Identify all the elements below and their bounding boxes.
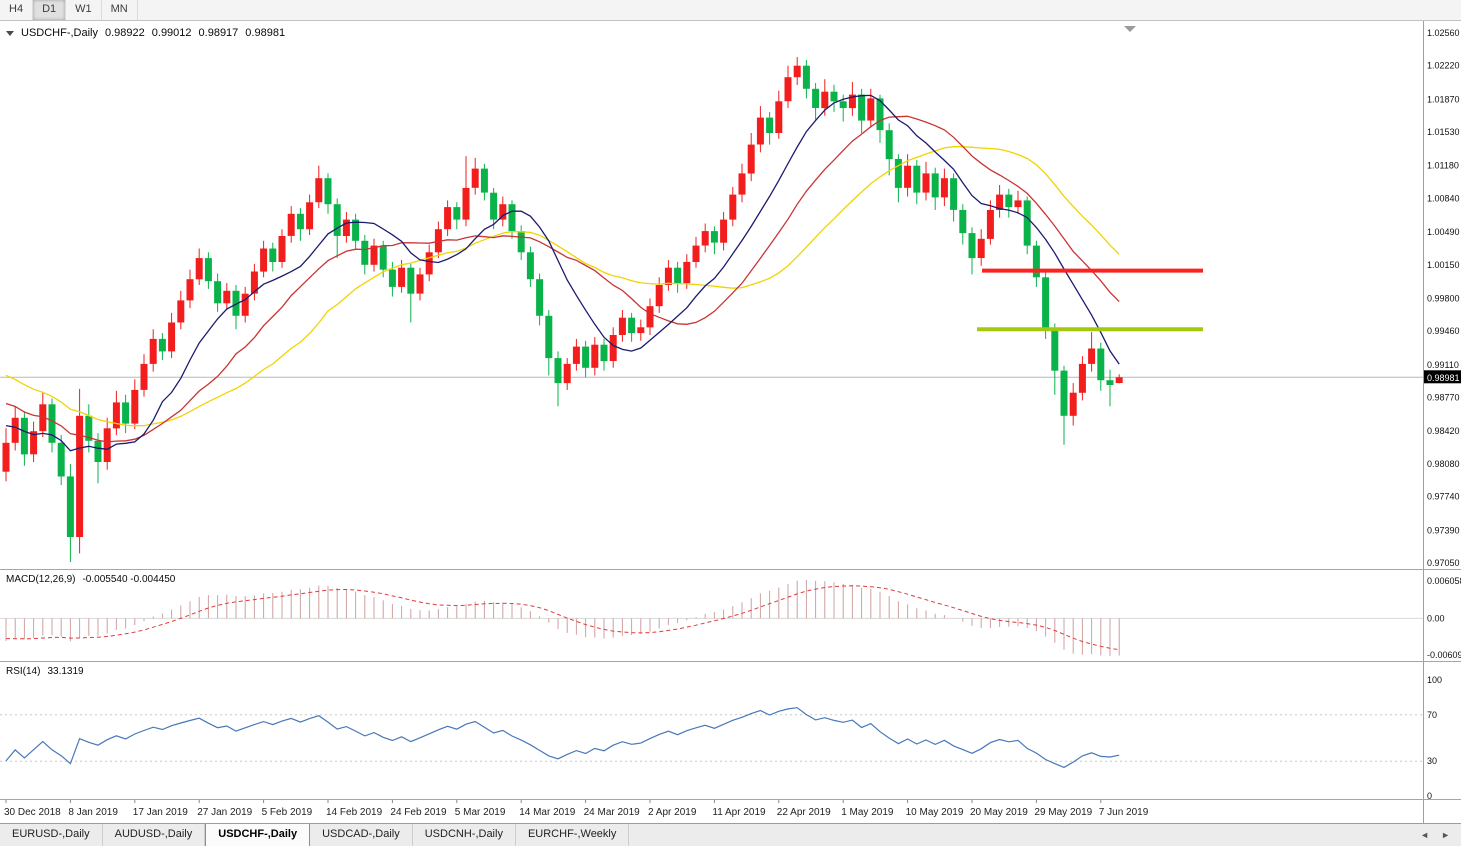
chart-tab[interactable]: EURUSD-,Daily — [0, 824, 103, 846]
svg-text:7 Jun 2019: 7 Jun 2019 — [1099, 807, 1149, 818]
ma-slow-line[interactable] — [5, 146, 1120, 427]
svg-text:1.00150: 1.00150 — [1427, 260, 1460, 270]
svg-text:30 Dec 2018: 30 Dec 2018 — [4, 807, 61, 818]
svg-text:5 Mar 2019: 5 Mar 2019 — [455, 807, 506, 818]
timeframe-toolbar: H4 D1 W1 MN — [0, 0, 1461, 21]
svg-text:1.01180: 1.01180 — [1427, 161, 1459, 171]
svg-text:1.02560: 1.02560 — [1427, 28, 1460, 38]
svg-text:0: 0 — [1427, 791, 1432, 799]
svg-text:0.98420: 0.98420 — [1427, 426, 1460, 436]
svg-text:14 Feb 2019: 14 Feb 2019 — [326, 807, 383, 818]
svg-text:0.00: 0.00 — [1427, 613, 1445, 623]
svg-text:0.99110: 0.99110 — [1427, 360, 1459, 370]
svg-text:24 Feb 2019: 24 Feb 2019 — [390, 807, 447, 818]
ohlc-high: 0.99012 — [151, 27, 192, 39]
chart-tabs-bar: EURUSD-,Daily AUDUSD-,Daily USDCHF-,Daily U… — [0, 823, 1461, 846]
tab-scroll-buttons: ◄ ► — [1414, 824, 1461, 846]
rsi-panel: 100 70 30 0 RSI(14) 33.1319 — [0, 661, 1461, 800]
chart-ohlc-header: USDCHF-,Daily 0.98922 0.99012 0.98917 0.… — [6, 27, 292, 39]
svg-text:1.00490: 1.00490 — [1427, 227, 1460, 237]
svg-text:20 May 2019: 20 May 2019 — [970, 807, 1028, 818]
ma-fast-line[interactable] — [5, 94, 1120, 452]
macd-indicator-chart[interactable]: 0.006058 0.00 -0.006096 — [0, 570, 1461, 661]
timeframe-button-h4[interactable]: H4 — [0, 0, 34, 20]
svg-text:2 Apr 2019: 2 Apr 2019 — [648, 807, 697, 818]
svg-text:0.98981: 0.98981 — [1427, 373, 1460, 383]
chart-tab[interactable]: USDCNH-,Daily — [413, 824, 516, 846]
tab-scroll-right-button[interactable]: ► — [1441, 830, 1450, 840]
macd-signal-line — [5, 585, 1120, 651]
svg-text:8 Jan 2019: 8 Jan 2019 — [68, 807, 118, 818]
svg-text:0.98770: 0.98770 — [1427, 393, 1460, 403]
macd-histogram — [5, 580, 1120, 656]
chart-symbol-label: USDCHF-,Daily — [21, 27, 98, 39]
price-axis[interactable]: 1.02560 1.02220 1.01870 1.01530 1.01180 1.008… — [1424, 28, 1461, 568]
svg-text:100: 100 — [1427, 675, 1442, 685]
svg-text:14 Mar 2019: 14 Mar 2019 — [519, 807, 576, 818]
ohlc-open: 0.98922 — [105, 27, 145, 39]
timeframe-button-mn[interactable]: MN — [102, 0, 138, 20]
svg-text:0.99460: 0.99460 — [1427, 326, 1460, 336]
rsi-title: RSI(14) — [6, 666, 41, 677]
rsi-label: RSI(14) 33.1319 — [6, 666, 91, 677]
rsi-value: 33.1319 — [47, 666, 84, 677]
tab-scroll-left-button[interactable]: ◄ — [1420, 830, 1430, 840]
ohlc-close: 0.98981 — [245, 27, 286, 39]
macd-panel: 0.006058 0.00 -0.006096 MACD(12,26,9) -0.0… — [0, 569, 1461, 662]
ma-medium-line[interactable] — [5, 115, 1120, 443]
rsi-line — [5, 707, 1120, 769]
svg-text:22 Apr 2019: 22 Apr 2019 — [777, 807, 831, 818]
svg-text:0.97740: 0.97740 — [1427, 492, 1460, 502]
main-chart-panel: 1.02560 1.02220 1.01870 1.01530 1.01180 1.008… — [0, 21, 1461, 569]
svg-text:1.02220: 1.02220 — [1427, 61, 1460, 71]
svg-text:0.99800: 0.99800 — [1427, 294, 1460, 304]
macd-label: MACD(12,26,9) -0.005540 -0.004450 — [6, 574, 182, 585]
svg-text:27 Jan 2019: 27 Jan 2019 — [197, 807, 252, 818]
svg-text:29 May 2019: 29 May 2019 — [1034, 807, 1092, 818]
svg-text:-0.006096: -0.006096 — [1427, 650, 1461, 660]
chart-window: 1.02560 1.02220 1.01870 1.01530 1.01180 1.008… — [0, 21, 1461, 824]
current-price-tag — [1424, 370, 1461, 384]
svg-text:1 May 2019: 1 May 2019 — [841, 807, 894, 818]
chart-tab[interactable]: USDCAD-,Daily — [310, 824, 413, 846]
candles[interactable] — [2, 57, 1123, 562]
svg-text:17 Jan 2019: 17 Jan 2019 — [133, 807, 188, 818]
rsi-axis[interactable]: 100 70 30 0 — [1427, 675, 1442, 799]
svg-text:10 May 2019: 10 May 2019 — [906, 807, 964, 818]
rsi-indicator-chart[interactable]: 100 70 30 0 — [0, 662, 1461, 799]
main-price-chart[interactable]: 1.02560 1.02220 1.01870 1.01530 1.01180 1.008… — [0, 21, 1461, 569]
timeframe-button-d1[interactable]: D1 — [33, 0, 67, 20]
macd-title: MACD(12,26,9) — [6, 574, 76, 585]
collapse-chart-icon[interactable] — [6, 30, 14, 36]
chart-shift-marker[interactable] — [1124, 26, 1136, 32]
time-axis[interactable]: 30 Dec 2018 8 Jan 2019 17 Jan 2019 27 Jan 2… — [0, 800, 1461, 823]
svg-text:1.00840: 1.00840 — [1427, 193, 1460, 203]
svg-text:24 Mar 2019: 24 Mar 2019 — [584, 807, 641, 818]
date-axis-panel: 30 Dec 2018 8 Jan 2019 17 Jan 2019 27 Jan 2… — [0, 799, 1461, 824]
svg-text:0.97050: 0.97050 — [1427, 558, 1460, 568]
svg-text:30: 30 — [1427, 756, 1437, 766]
chart-tabs: EURUSD-,Daily AUDUSD-,Daily USDCHF-,Daily U… — [0, 824, 630, 846]
timeframe-button-w1[interactable]: W1 — [66, 0, 102, 20]
chart-tab[interactable]: EURCHF-,Weekly — [516, 824, 630, 846]
macd-values: -0.005540 -0.004450 — [82, 574, 176, 585]
svg-text:0.98080: 0.98080 — [1427, 459, 1460, 469]
chart-tab[interactable]: AUDUSD-,Daily — [103, 824, 206, 846]
svg-text:1.01870: 1.01870 — [1427, 94, 1460, 104]
chart-tab[interactable]: USDCHF-,Daily — [205, 824, 311, 846]
svg-text:11 Apr 2019: 11 Apr 2019 — [712, 807, 766, 818]
svg-text:0.006058: 0.006058 — [1427, 576, 1461, 586]
svg-text:1.01530: 1.01530 — [1427, 127, 1460, 137]
ohlc-low: 0.98917 — [198, 27, 239, 39]
svg-text:0.97390: 0.97390 — [1427, 525, 1460, 535]
macd-axis[interactable]: 0.006058 0.00 -0.006096 — [1427, 576, 1461, 660]
svg-text:70: 70 — [1427, 710, 1437, 720]
svg-text:5 Feb 2019: 5 Feb 2019 — [262, 807, 313, 818]
